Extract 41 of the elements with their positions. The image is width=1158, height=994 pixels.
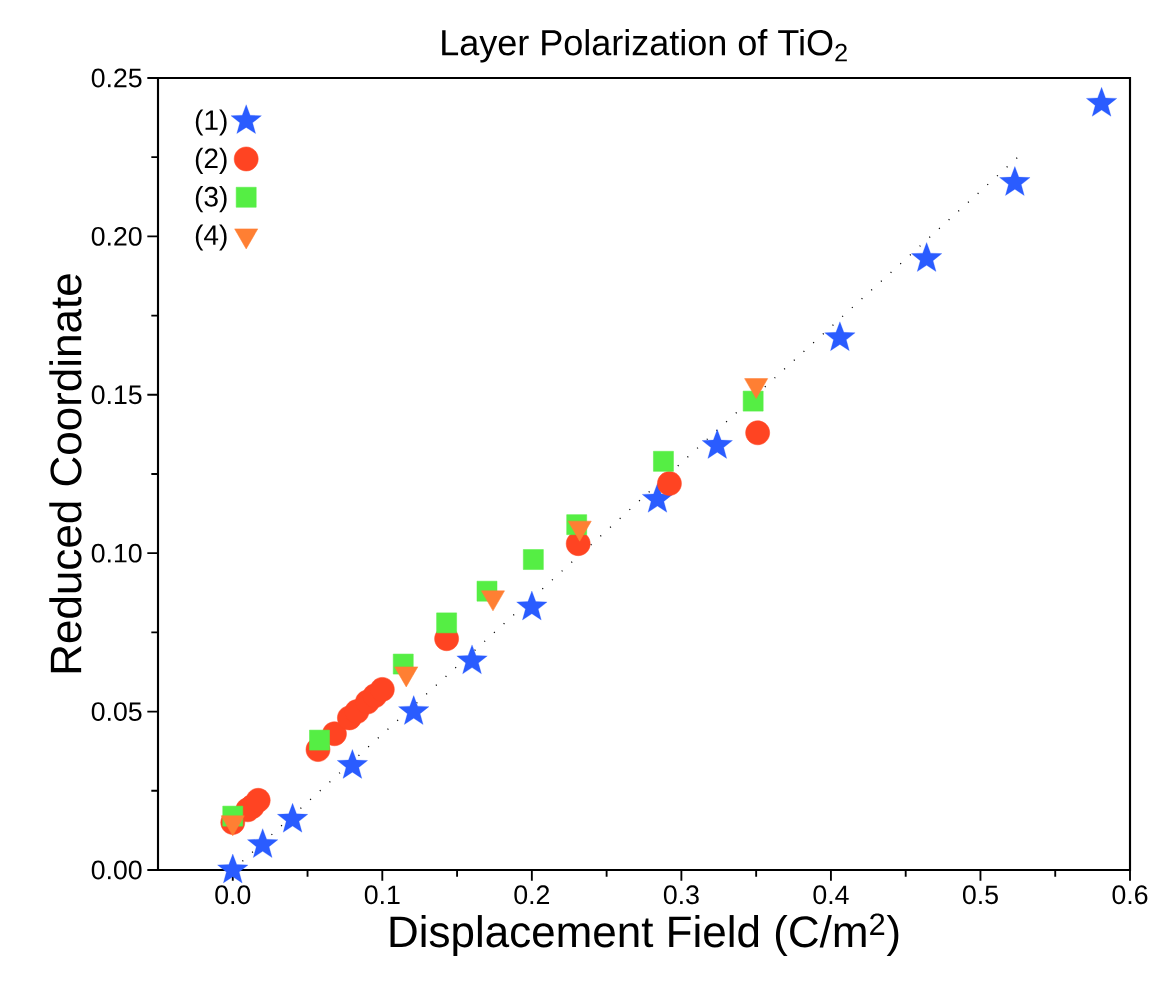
x-axis-title: Displacement Field (C/m$^{2}$) [390,913,899,957]
y-tick-label: 0.25 [91,68,142,88]
chart-title: Layer Polarization of TiO$_{2}$ [442,29,847,63]
point [516,590,548,621]
point [456,644,488,674]
y-tick-label: 0.15 [91,385,142,405]
point [436,612,457,634]
x-tick-label: 0.5 [962,885,998,905]
point [653,451,674,472]
point [337,749,368,779]
point [824,321,856,351]
legend-label: (4) [195,224,227,251]
point [247,828,279,858]
legend-label: (2) [195,147,227,174]
y-tick-label: 0.20 [91,226,142,246]
x-tick-label: 0.4 [813,885,849,905]
point [245,788,271,813]
x-tick-label: 0.6 [1112,885,1148,905]
y-tick-label: 0.00 [91,860,142,880]
point [217,853,249,884]
point [911,242,942,272]
point [701,429,733,459]
point [309,729,330,751]
point [277,803,308,833]
y-tick-label: 0.05 [91,702,142,722]
y-axis-title: Reduced Coordinate [49,274,82,673]
point [370,677,395,702]
legend-label: (3) [195,186,227,213]
point [398,695,430,725]
point [1086,87,1117,117]
point [523,549,544,570]
point [642,483,673,513]
x-tick-label: 0.0 [215,885,251,905]
point [745,420,770,446]
x-tick-label: 0.2 [514,885,550,905]
legend-label: (1) [195,109,227,136]
point [999,166,1031,196]
y-tick-label: 0.10 [91,543,142,563]
point [657,471,682,496]
x-tick-label: 0.1 [364,885,400,905]
x-tick-label: 0.3 [663,885,699,905]
